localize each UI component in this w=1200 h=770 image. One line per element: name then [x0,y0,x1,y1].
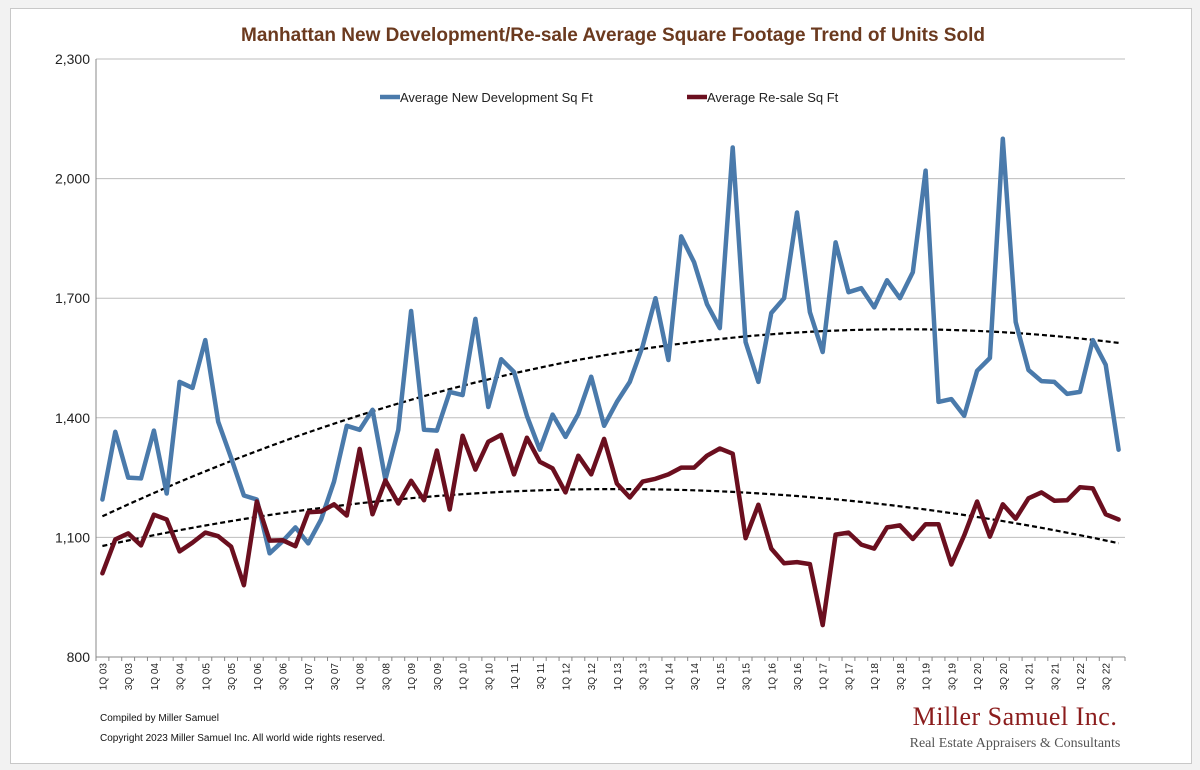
y-tick-label: 800 [67,649,91,665]
x-tick-label: 3Q 13 [639,663,650,691]
x-tick-label: 3Q 17 [844,663,855,691]
x-tick-label: 3Q 22 [1102,663,1113,691]
x-tick-label: 1Q 10 [459,663,470,691]
y-tick-label: 1,400 [55,410,90,426]
y-axis: 800 1,100 1,400 1,700 2,000 2,300 [55,51,97,665]
x-tick-label: 1Q 16 [767,663,778,691]
legend: Average New Development Sq Ft Average Re-… [380,90,839,105]
y-tick-label: 1,100 [55,529,90,545]
chart-frame [10,8,1192,764]
x-tick-label: 3Q 14 [690,663,701,691]
x-tick-label: 3Q 19 [947,663,958,691]
x-tick-label: 3Q 09 [433,663,444,691]
x-tick-label: 3Q 10 [484,663,495,691]
x-tick-label: 3Q 07 [330,663,341,691]
series-line [100,136,1121,556]
gridlines [96,58,1125,658]
x-tick-label: 1Q 14 [664,663,675,691]
x-tick-label: 1Q 07 [304,663,315,691]
x-tick-label: 1Q 11 [510,663,521,690]
trendline [102,488,1119,548]
x-tick-label: 3Q 21 [1050,663,1061,691]
x-tick-label: 3Q 18 [896,663,907,691]
copyright-note: Copyright 2023 Miller Samuel Inc. All wo… [100,733,386,744]
brand-logo: Miller Samuel Inc. Real Estate Appraiser… [880,702,1150,752]
x-tick-label: 3Q 04 [176,663,187,691]
x-tick-label: 3Q 11 [536,663,547,690]
x-tick-label: 3Q 12 [587,663,598,691]
x-tick-label: 1Q 09 [407,663,418,691]
series-lines [100,136,1121,628]
x-tick-label: 1Q 20 [973,663,984,691]
y-tick-label: 1,700 [55,290,90,306]
x-tick-label: 1Q 04 [150,663,161,691]
trendline [101,328,1119,518]
x-tick-label: 1Q 12 [561,663,572,691]
x-tick-label: 3Q 15 [742,663,753,691]
x-tick-label: 3Q 06 [279,663,290,691]
x-tick-label: 1Q 08 [356,663,367,691]
x-tick-label: 1Q 22 [1076,663,1087,691]
y-tick-label: 2,000 [55,171,90,187]
x-tick-label: 3Q 05 [227,663,238,691]
x-tick-label: 1Q 13 [613,663,624,691]
brand-name: Miller Samuel Inc. [912,702,1118,731]
x-tick-label: 1Q 17 [819,663,830,691]
x-tick-label: 3Q 08 [381,663,392,691]
compiled-by-note: Compiled by Miller Samuel [100,713,219,724]
x-tick-label: 1Q 03 [98,663,109,691]
x-tick-label: 1Q 06 [253,663,264,691]
legend-label: Average New Development Sq Ft [400,90,593,105]
x-tick-label: 3Q 16 [793,663,804,691]
x-tick-label: 1Q 15 [716,663,727,691]
x-tick-label: 1Q 05 [201,663,212,691]
x-tick-label: 3Q 03 [124,663,135,691]
chart-title: Manhattan New Development/Re-sale Averag… [241,25,985,46]
y-tick-label: 2,300 [55,51,90,67]
brand-tagline: Real Estate Appraisers & Consultants [909,736,1121,751]
x-tick-label: 1Q 18 [870,663,881,691]
trendlines [101,328,1119,548]
x-tick-label: 3Q 20 [999,663,1010,691]
x-tick-label: 1Q 19 [922,663,933,691]
x-axis: 1Q 03 3Q 03 1Q 04 3Q 04 1Q 05 3Q 05 1Q 06 3Q 06… [95,656,1126,691]
x-tick-label: 1Q 21 [1025,663,1036,691]
legend-label: Average Re-sale Sq Ft [707,90,839,105]
series-line [100,432,1121,628]
